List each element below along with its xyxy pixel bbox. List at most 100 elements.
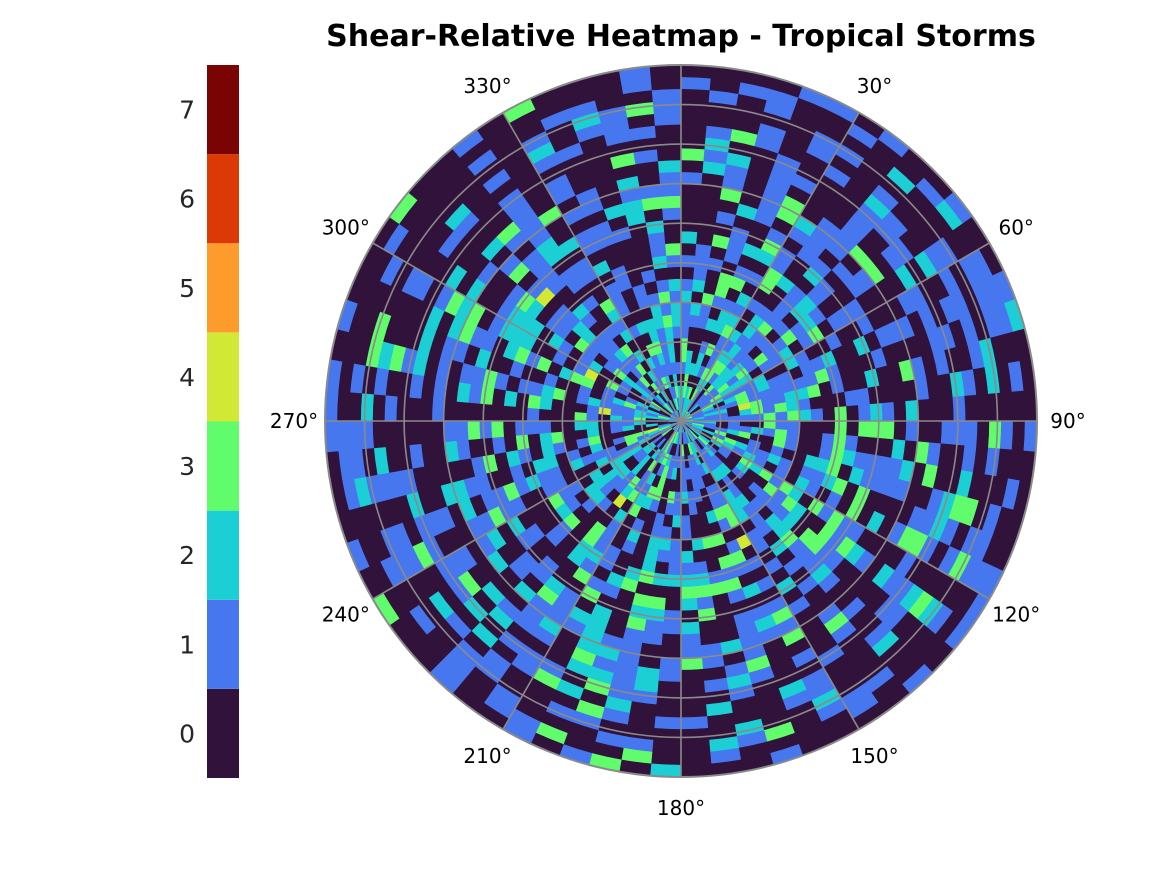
- heatmap-cell: [680, 527, 692, 540]
- heatmap-cell: [680, 325, 690, 339]
- heatmap-cell: [669, 538, 682, 552]
- heatmap-cell: [672, 503, 682, 517]
- colorbar-tick-label: 6: [179, 185, 195, 214]
- heatmap-cell: [680, 207, 700, 221]
- theta-tick-labels: 30° 60° 90° 120° 150° 180° 210° 240° 270° 300° 330…: [270, 74, 1086, 820]
- heatmap-cell: [336, 390, 351, 422]
- heatmap-cell: [655, 692, 682, 707]
- angular-gridline: [680, 420, 860, 730]
- heatmap-cell: [671, 313, 682, 327]
- heatmap-cell: [652, 100, 682, 114]
- heatmap-cell: [478, 420, 493, 439]
- heatmap-cell: [657, 668, 682, 683]
- theta-tick-label: 270°: [270, 409, 318, 433]
- heatmap-cell: [844, 389, 859, 407]
- heatmap-cell: [680, 290, 693, 304]
- heatmap-cell: [680, 230, 698, 245]
- heatmap-cell: [881, 402, 895, 422]
- heatmap-cell: [844, 435, 859, 453]
- heatmap-cell: [419, 420, 434, 445]
- heatmap-cell: [662, 207, 682, 221]
- colorbar-tick-label: 2: [179, 541, 195, 570]
- heatmap-cell: [809, 395, 824, 410]
- colorbar-tick-label: 0: [179, 719, 195, 748]
- heatmap-cell: [651, 572, 668, 587]
- heatmap-cell: [905, 399, 919, 422]
- heatmap-cell: [763, 420, 777, 430]
- heatmap-cell: [763, 412, 777, 422]
- heatmap-cell: [693, 266, 709, 282]
- heatmap-cell: [940, 420, 955, 446]
- heatmap-cell: [680, 195, 701, 209]
- theta-tick-label: 240°: [322, 603, 370, 627]
- colorbar-ticks: 0 1 2 3 4 5 6 7: [179, 96, 195, 749]
- heatmap-cell: [550, 420, 564, 433]
- heatmap-cell: [671, 515, 682, 529]
- heatmap-cell: [964, 420, 978, 448]
- polar-grid: [324, 64, 1038, 778]
- heatmap-cell: [573, 411, 587, 422]
- heatmap-cell: [680, 266, 695, 280]
- heatmap-cell: [395, 420, 410, 447]
- heatmap-cell: [680, 680, 706, 695]
- theta-tick-label: 60°: [998, 216, 1033, 240]
- colorbar-segment-0: [207, 688, 239, 778]
- heatmap-cell: [526, 393, 542, 409]
- heatmap-cell: [680, 76, 712, 91]
- heatmap-cell: [680, 538, 693, 552]
- theta-tick-label: 30°: [857, 74, 892, 98]
- heatmap-cell: [491, 436, 507, 455]
- heatmap-cell: [668, 278, 682, 292]
- heatmap-cell: [651, 255, 668, 270]
- heatmap-cell: [478, 403, 493, 422]
- colorbar-tick-label: 7: [179, 96, 195, 125]
- angular-gridline: [680, 112, 860, 422]
- heatmap-cell: [680, 574, 696, 588]
- heatmap-cell: [656, 147, 682, 162]
- heatmap-cell: [964, 394, 978, 422]
- heatmap-cell: [664, 230, 682, 245]
- heatmap-cell: [680, 479, 688, 493]
- heatmap-cell: [661, 195, 682, 209]
- heatmap-cell: [785, 400, 800, 413]
- heatmap-cell: [538, 408, 552, 422]
- heatmap-cell: [659, 645, 682, 659]
- heatmap-cell: [680, 171, 704, 185]
- heatmap-cell: [609, 420, 623, 428]
- heatmap-cell: [550, 409, 564, 422]
- heatmap-cell: [657, 159, 682, 174]
- heatmap-cell: [680, 668, 705, 683]
- heatmap-cell: [514, 406, 528, 422]
- heatmap-cell: [695, 584, 713, 599]
- heatmap-cell: [696, 231, 715, 247]
- heatmap-cell: [680, 313, 691, 327]
- heatmap-cell: [820, 393, 836, 409]
- heatmap-cell: [689, 525, 702, 540]
- heatmap-cell: [660, 302, 673, 317]
- heatmap-cell: [654, 124, 682, 138]
- theta-tick-label: 300°: [322, 216, 370, 240]
- heatmap-cell: [585, 420, 599, 430]
- heatmap-cell: [573, 420, 587, 431]
- heatmap-cell: [857, 420, 872, 438]
- heatmap-cell: [654, 704, 682, 718]
- colorbar-segment-7: [207, 65, 239, 155]
- heatmap-cell: [574, 428, 588, 440]
- heatmap-cell: [503, 435, 518, 453]
- heatmap-cell: [653, 112, 682, 126]
- heatmap-cell: [893, 420, 907, 441]
- colorbar-segment-2: [207, 510, 239, 600]
- heatmap-cell: [665, 586, 682, 600]
- heatmap-cell: [680, 586, 697, 600]
- heatmap-cell: [680, 254, 696, 268]
- heatmap-cell: [857, 404, 872, 422]
- colorbar-segment-5: [207, 243, 239, 333]
- theta-tick-label: 150°: [850, 744, 898, 768]
- heatmap-cell: [670, 527, 682, 540]
- heatmap-cell: [680, 218, 699, 233]
- heatmap-cell: [538, 432, 553, 447]
- heatmap-cell: [348, 391, 363, 422]
- heatmap-cell: [787, 420, 800, 432]
- heatmap-cell: [668, 550, 682, 564]
- heatmap-cell: [694, 255, 711, 270]
